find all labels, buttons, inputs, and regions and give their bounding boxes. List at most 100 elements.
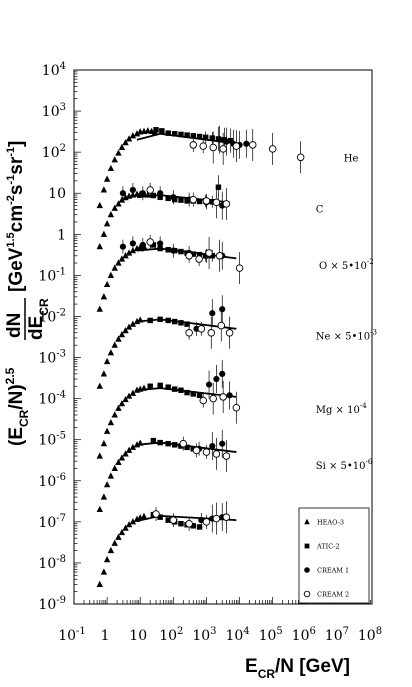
cream2-point <box>197 325 206 333</box>
y-axis-title-denominator: dECR <box>26 298 51 340</box>
atic2-point <box>190 391 196 397</box>
cream2-point <box>215 252 224 260</box>
atic2-point <box>209 199 215 205</box>
heao3-point <box>107 472 115 479</box>
heao3-point <box>111 539 118 546</box>
cream2-point <box>209 394 217 403</box>
heao3-point <box>148 127 155 134</box>
atic2-point <box>165 317 171 324</box>
heao3-point <box>137 439 144 446</box>
cream2-point <box>232 142 241 150</box>
cream2-point <box>189 195 198 204</box>
heao3-point <box>118 196 126 203</box>
heao3-point <box>125 392 133 399</box>
cream2-point <box>217 321 226 330</box>
heao3-point <box>122 524 129 531</box>
cream1-point <box>216 136 223 143</box>
cream2-point <box>205 249 213 257</box>
atic2-point <box>209 135 215 141</box>
y-tick-label: 104 <box>42 61 66 79</box>
atic2-point <box>184 321 190 327</box>
cream1-point <box>129 240 136 247</box>
cream2-point <box>235 264 244 272</box>
series-o <box>96 234 244 312</box>
series-label-he: He <box>344 153 359 164</box>
cream2-point <box>219 393 227 401</box>
y-tick-label: 10-2 <box>38 307 66 325</box>
atic2-point <box>165 247 171 253</box>
heao3-point <box>118 255 126 262</box>
atic2-point <box>159 128 165 134</box>
cream1-point <box>219 306 226 313</box>
series-label-ne: Ne × 5•10-3 <box>316 329 377 343</box>
atic2-point <box>178 248 184 255</box>
atic2-point <box>227 137 234 144</box>
cream2-point <box>195 255 203 263</box>
y-tick-label: 102 <box>42 143 66 161</box>
legend-marker <box>303 590 311 598</box>
cream2-point <box>185 519 193 528</box>
heao3-point <box>100 186 108 193</box>
series-si <box>96 429 237 513</box>
x-tick-label: 10-1 <box>58 626 86 644</box>
cream1-point <box>213 375 220 383</box>
legend: HEAO-3 ATIC-2 CREAM 1 CREAM 2 <box>298 507 370 604</box>
atic2-point <box>171 386 178 392</box>
y-axis-title-left: (ECR/N)2.5 <box>3 367 31 446</box>
heao3-point <box>103 357 111 365</box>
heao3-point <box>111 411 118 418</box>
cream1-point <box>129 186 136 194</box>
cream1-point <box>219 370 226 377</box>
atic2-point <box>150 437 157 444</box>
cream2-point <box>212 198 221 207</box>
series-ne <box>96 295 237 389</box>
heao3-point <box>133 317 141 325</box>
x-tick-label: 104 <box>225 626 249 644</box>
cream1-point <box>157 190 164 197</box>
cream2-point <box>268 145 277 153</box>
heao3-point <box>115 200 122 207</box>
cream2-point <box>219 145 227 153</box>
atic2-point <box>215 184 222 190</box>
cream2-point <box>179 439 188 448</box>
heao3-point <box>115 533 122 540</box>
x-axis-title: ECR/N [GeV] <box>245 656 350 681</box>
heao3-point <box>118 528 126 536</box>
heao3-point <box>129 320 137 327</box>
cream2-point <box>207 329 216 337</box>
series-layer <box>96 125 305 587</box>
heao3-point <box>107 271 115 278</box>
x-tick-label: 103 <box>192 626 216 644</box>
heao3-point <box>144 191 152 198</box>
heao3-point <box>118 143 126 151</box>
atic2-point <box>150 242 157 248</box>
heao3-point <box>118 400 126 407</box>
heao3-point <box>100 493 108 500</box>
cream1-point <box>243 140 250 147</box>
series-c <box>96 175 231 250</box>
y-tick-label: 103 <box>42 102 66 120</box>
y-tick-label: 10-7 <box>38 513 66 531</box>
heao3-point <box>107 418 115 426</box>
legend-marker <box>304 543 310 549</box>
x-tick-label: 10 <box>129 628 147 644</box>
atic2-point <box>157 382 163 389</box>
heao3-point <box>122 139 129 146</box>
atic2-point <box>178 197 184 203</box>
x-tick-label: 1 <box>101 628 110 644</box>
heao3-point <box>122 395 129 403</box>
cream1-point <box>157 240 164 247</box>
heao3-point <box>96 201 103 209</box>
legend-label: CREAM 2 <box>317 591 349 599</box>
heao3-point <box>122 252 129 259</box>
heao3-point <box>96 242 103 250</box>
heao3-point <box>129 518 137 525</box>
cream1-point <box>139 241 146 249</box>
cream1-point <box>205 381 213 388</box>
y-tick-label: 10-9 <box>38 595 66 613</box>
series-label-si: Si × 5•10-6 <box>316 458 373 472</box>
cream2-point <box>212 514 221 523</box>
series-annotations: He C O × 5•10-2 Ne × 5•10-3 Mg × 10-4 Si × 5•… <box>316 153 377 533</box>
cream1-point <box>139 190 146 197</box>
cream2-point <box>296 153 305 162</box>
